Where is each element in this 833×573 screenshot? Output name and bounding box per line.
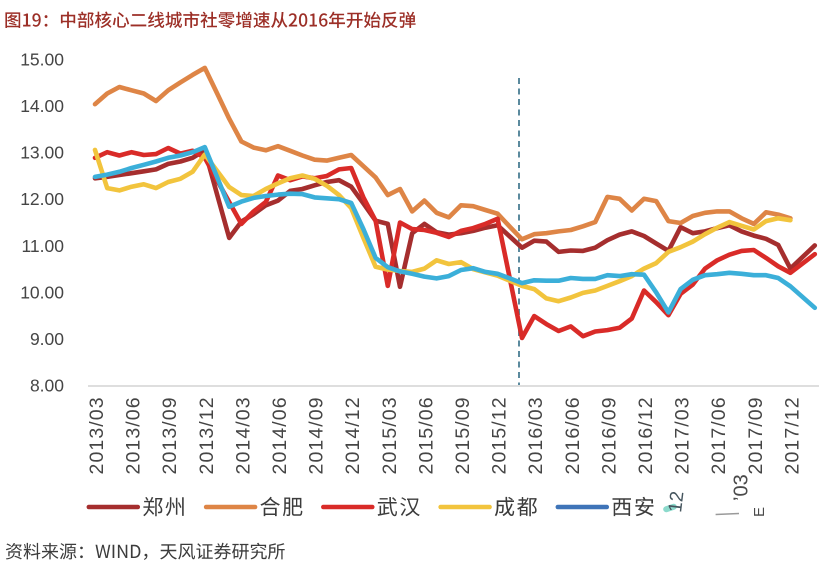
svg-text:15.00: 15.00 bbox=[20, 50, 64, 70]
svg-text:2015/03: 2015/03 bbox=[379, 396, 401, 474]
svg-text:2016/03: 2016/03 bbox=[525, 396, 547, 474]
svg-text:2016/06: 2016/06 bbox=[562, 396, 584, 474]
svg-text:’03: ’03 bbox=[731, 474, 753, 501]
svg-text:12: 12 bbox=[665, 490, 688, 514]
svg-text:2014/06: 2014/06 bbox=[269, 396, 291, 474]
svg-text:2016/12: 2016/12 bbox=[635, 396, 657, 474]
svg-text:11.00: 11.00 bbox=[22, 236, 65, 256]
svg-text:2017/12: 2017/12 bbox=[781, 396, 803, 474]
svg-text:2013/09: 2013/09 bbox=[159, 396, 181, 474]
svg-text:2017/09: 2017/09 bbox=[745, 396, 767, 474]
svg-text:E: E bbox=[751, 507, 768, 517]
svg-text:2016/09: 2016/09 bbox=[598, 396, 620, 474]
svg-text:2013/03: 2013/03 bbox=[86, 396, 108, 474]
svg-text:2017/06: 2017/06 bbox=[708, 396, 730, 474]
svg-text:9.00: 9.00 bbox=[30, 329, 64, 349]
svg-text:2017/03: 2017/03 bbox=[672, 396, 694, 474]
svg-text:2013/06: 2013/06 bbox=[123, 396, 145, 474]
svg-text:2014/12: 2014/12 bbox=[342, 396, 364, 474]
svg-text:14.00: 14.00 bbox=[20, 96, 64, 116]
svg-text:2014/03: 2014/03 bbox=[232, 396, 254, 474]
svg-text:2015/06: 2015/06 bbox=[415, 396, 437, 474]
svg-text:2013/12: 2013/12 bbox=[196, 396, 218, 474]
svg-text:13.00: 13.00 bbox=[20, 143, 64, 163]
svg-text:12.00: 12.00 bbox=[20, 189, 64, 209]
svg-text:10.00: 10.00 bbox=[20, 282, 64, 302]
svg-text:2015/12: 2015/12 bbox=[489, 396, 511, 474]
svg-text:2015/09: 2015/09 bbox=[452, 396, 474, 474]
svg-text:8.00: 8.00 bbox=[30, 376, 64, 396]
svg-text:2014/09: 2014/09 bbox=[306, 396, 328, 474]
